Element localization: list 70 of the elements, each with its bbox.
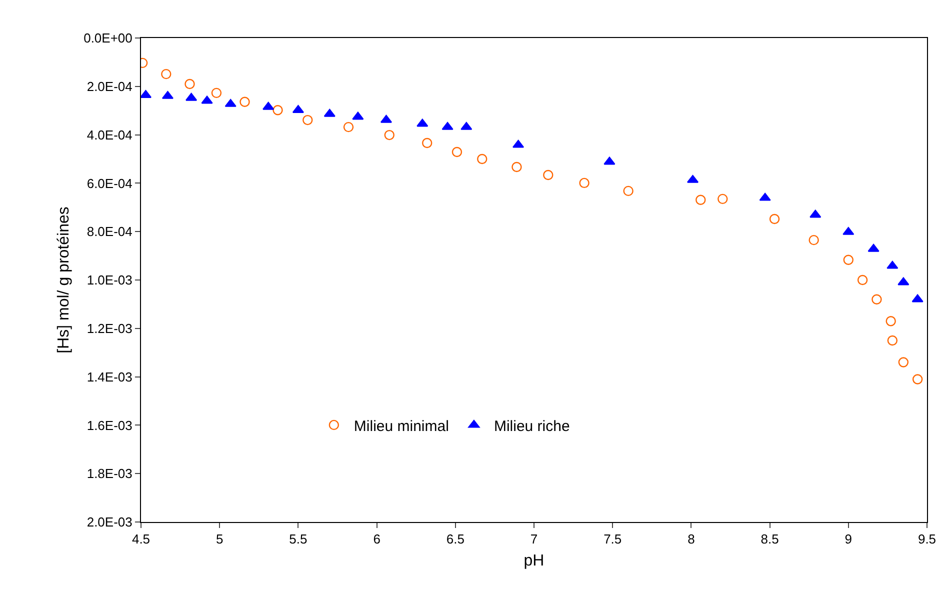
point — [384, 130, 394, 140]
point — [886, 316, 896, 326]
x-tick-label: 8 — [688, 532, 695, 547]
point — [912, 294, 924, 302]
point — [184, 78, 195, 90]
point — [477, 154, 488, 164]
x-tick-label: 9 — [844, 532, 852, 547]
point — [623, 186, 634, 196]
y-tick-label: 1.2E-03 — [86, 320, 132, 336]
point — [272, 105, 283, 116]
y-tick-label: 4.0E-04 — [86, 127, 132, 142]
x-axis-title: pH — [524, 552, 544, 570]
x-tick-label: 7 — [530, 532, 538, 547]
point — [343, 122, 354, 132]
point — [211, 88, 222, 98]
x-tick-label: 9.5 — [918, 532, 936, 547]
point — [808, 234, 819, 246]
point — [240, 96, 250, 107]
y-tick-label: 6.0E-04 — [86, 176, 132, 191]
point — [868, 244, 880, 252]
point — [352, 112, 364, 120]
point — [843, 254, 854, 266]
point — [302, 114, 313, 126]
point — [201, 96, 213, 104]
point — [262, 102, 274, 110]
point — [460, 122, 472, 130]
point — [452, 146, 462, 158]
point — [857, 274, 868, 286]
point — [512, 162, 522, 172]
y-axis-title: [Hs] mol/ g protéines — [56, 206, 73, 354]
point — [718, 194, 728, 204]
point — [442, 122, 454, 130]
point — [141, 90, 152, 98]
point — [769, 214, 780, 224]
point — [161, 68, 172, 80]
y-tick-label: 2.0E-04 — [86, 78, 132, 94]
point — [898, 277, 910, 286]
point — [886, 260, 898, 269]
point — [604, 156, 616, 165]
point — [324, 108, 336, 117]
point — [759, 192, 771, 201]
point — [416, 118, 428, 127]
x-tick-label: 4.5 — [132, 532, 150, 547]
point — [186, 92, 198, 101]
point — [224, 98, 236, 107]
legend-label: Milieu riche — [494, 418, 570, 435]
y-tick-label: 1.8E-03 — [86, 466, 132, 482]
y-tick-label: 0.0E+00 — [84, 30, 132, 46]
point — [422, 138, 432, 148]
point — [912, 374, 923, 384]
x-tick-label: 8.5 — [760, 532, 779, 547]
x-tick-label: 5.5 — [289, 532, 308, 547]
x-tick-label: 6 — [373, 532, 380, 547]
point — [898, 357, 909, 368]
x-tick-label: 5 — [216, 532, 224, 547]
point — [696, 194, 706, 205]
legend-label: Milieu minimal — [354, 418, 449, 435]
point — [842, 226, 854, 235]
y-tick-label: 8.0E-04 — [86, 224, 132, 240]
y-tick-label: 1.4E-03 — [86, 369, 132, 384]
y-tick-label: 1.6E-03 — [86, 418, 132, 433]
y-tick-label: 1.0E-03 — [86, 272, 132, 288]
y-tick-label: 2.0E-03 — [86, 514, 132, 530]
point — [872, 294, 882, 304]
point — [579, 178, 590, 188]
x-tick-label: 6.5 — [446, 532, 464, 547]
x-tick-label: 7.5 — [604, 532, 622, 547]
point — [810, 210, 822, 218]
point — [543, 170, 554, 180]
point — [887, 335, 898, 346]
